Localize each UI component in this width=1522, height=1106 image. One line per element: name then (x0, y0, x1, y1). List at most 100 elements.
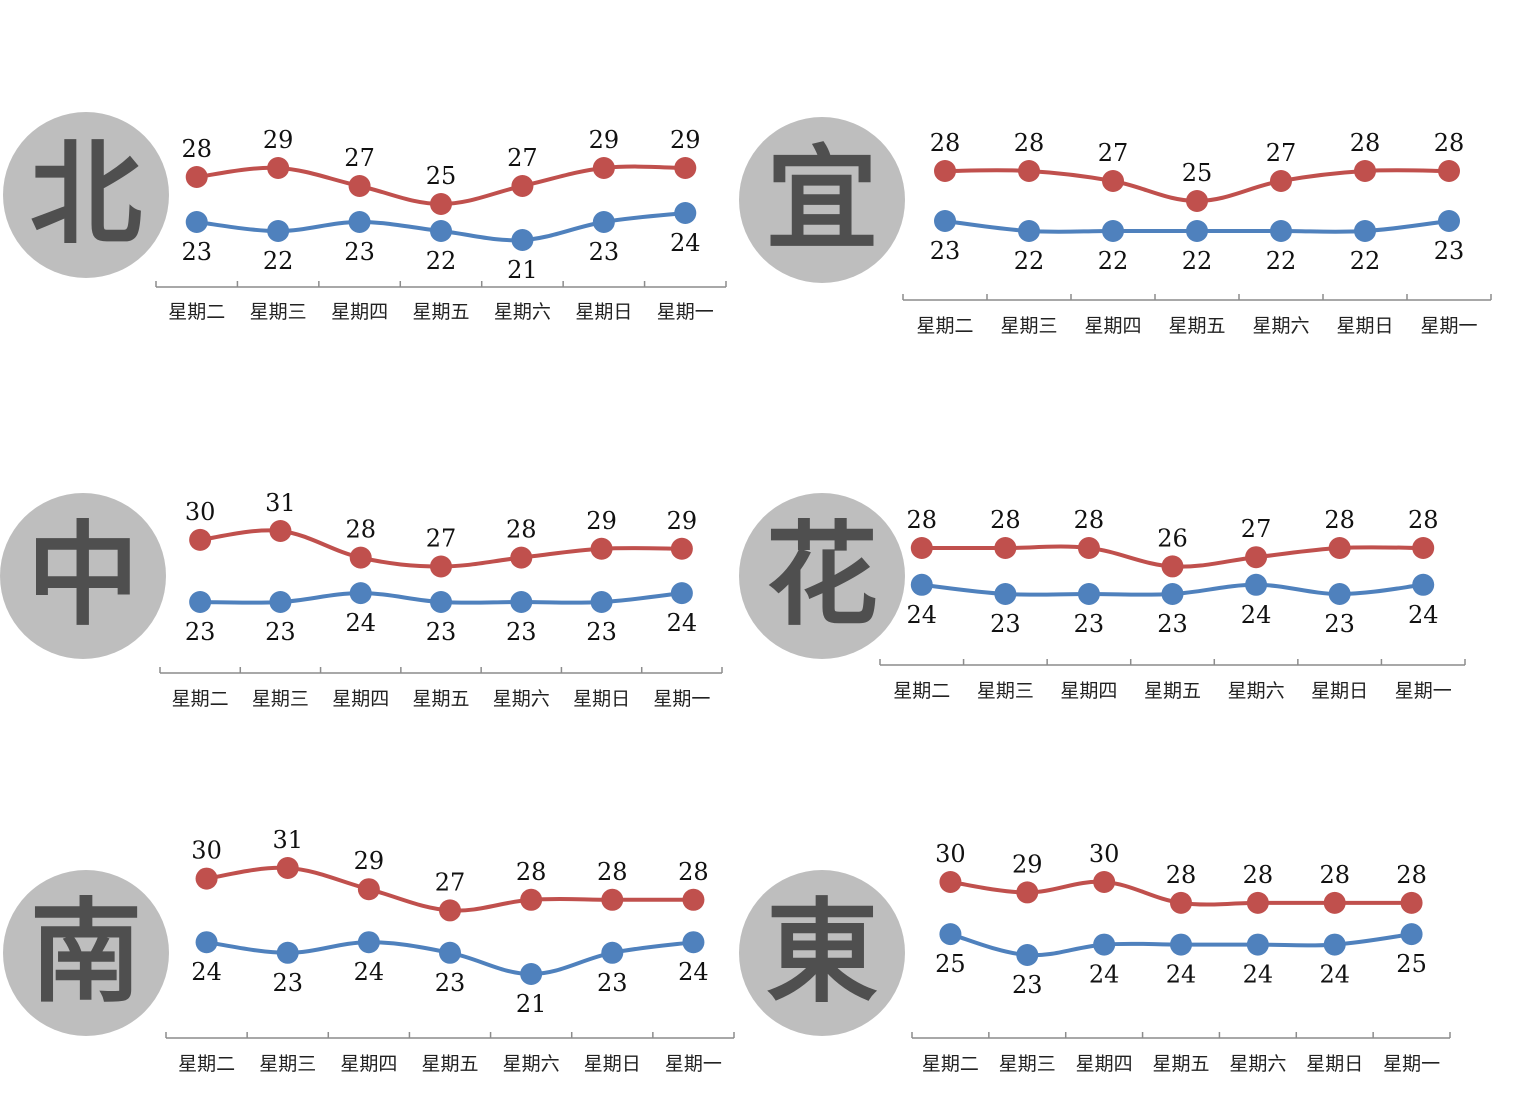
line-chart: 星期二 星期三 星期四 星期五 星期六 星期日 星期一 30 31 29 27 28 28 28 24 23 2… (165, 826, 735, 1075)
high-temp-point (1170, 891, 1192, 914)
high-temp-point (1186, 190, 1208, 212)
high-temp-point (185, 166, 208, 188)
high-temp-point (1354, 160, 1376, 182)
low-temp-label: 23 (344, 238, 375, 266)
x-tick-label: 星期日 (1336, 315, 1393, 337)
high-temp-point (1016, 881, 1039, 904)
low-temp-point (520, 963, 543, 985)
low-temp-label: 24 (1241, 601, 1272, 629)
low-temp-label: 24 (1408, 601, 1439, 629)
low-temp-point (1438, 210, 1460, 232)
low-temp-point (1093, 933, 1116, 956)
high-temp-label: 27 (344, 144, 375, 172)
high-temp-label: 25 (1182, 159, 1213, 187)
low-temp-point (670, 582, 693, 605)
x-tick-label: 星期四 (1076, 1053, 1133, 1075)
high-temp-label: 30 (191, 837, 222, 865)
low-temp-point (510, 591, 533, 613)
low-temp-point (357, 931, 380, 954)
low-temp-label: 22 (1098, 247, 1129, 275)
x-tick-label: 星期二 (922, 1053, 979, 1075)
high-temp-point (430, 193, 452, 215)
low-temp-point (592, 211, 615, 233)
city-badge: 南 (3, 870, 169, 1036)
x-tick-label: 星期一 (1420, 315, 1477, 337)
high-temp-label: 28 (1243, 861, 1274, 889)
low-temp-point (348, 211, 371, 233)
low-temp-point (994, 583, 1017, 605)
low-temp-point (1170, 933, 1192, 956)
high-temp-point (934, 160, 956, 182)
low-temp-label: 22 (1350, 247, 1381, 275)
low-temp-point (1186, 220, 1208, 242)
x-tick-label: 星期一 (657, 301, 714, 323)
low-temp-label: 22 (1014, 247, 1045, 275)
x-tick-label: 星期日 (573, 688, 630, 710)
low-temp-label: 23 (597, 969, 628, 997)
high-temp-point (1018, 160, 1040, 182)
city-label: 中 (27, 511, 139, 641)
high-temp-point (189, 528, 212, 551)
low-temp-point (1270, 220, 1292, 242)
low-temp-label: 24 (1166, 961, 1197, 989)
low-temp-point (349, 582, 372, 605)
low-temp-label: 21 (507, 256, 538, 284)
high-temp-point (1400, 891, 1423, 914)
high-temp-point (430, 555, 452, 578)
high-temp-point (269, 520, 292, 542)
high-temp-label: 28 (907, 506, 938, 534)
high-temp-point (1323, 891, 1346, 914)
low-temp-point (439, 941, 461, 964)
low-temp-label: 23 (426, 618, 457, 646)
low-temp-point (430, 220, 452, 242)
low-temp-point (1018, 220, 1040, 242)
line-chart: 星期二 星期三 星期四 星期五 星期六 星期日 星期一 28 28 28 26 27 28 28 24 23 2… (879, 506, 1466, 702)
low-temp-label: 23 (990, 610, 1021, 638)
x-tick-label: 星期五 (1168, 315, 1225, 337)
city-badge: 花 (739, 493, 905, 659)
low-temp-point (674, 202, 697, 224)
high-temp-point (1093, 871, 1116, 893)
x-tick-label: 星期日 (1306, 1053, 1363, 1075)
low-temp-point (430, 591, 452, 613)
low-temp-label: 23 (265, 618, 296, 646)
low-temp-label: 24 (1319, 961, 1350, 989)
high-temp-label: 29 (586, 507, 617, 535)
city-badge: 宜 (739, 117, 905, 283)
low-temp-label: 24 (667, 609, 698, 637)
x-tick-label: 星期四 (340, 1053, 397, 1075)
x-tick-label: 星期日 (575, 301, 632, 323)
low-temp-point (1161, 583, 1184, 605)
line-chart: 星期二 星期三 星期四 星期五 星期六 星期日 星期一 28 28 27 25 27 28 28 23 22 2… (902, 129, 1492, 337)
x-tick-label: 星期五 (412, 301, 469, 323)
x-tick-label: 星期五 (412, 688, 469, 710)
high-temp-label: 26 (1157, 524, 1188, 552)
low-temp-point (269, 591, 292, 613)
low-temp-label: 21 (516, 990, 547, 1018)
line-chart: 星期二 星期三 星期四 星期五 星期六 星期日 星期一 30 31 28 27 28 29 29 23 23 2… (159, 489, 723, 710)
high-temp-point (511, 175, 534, 197)
high-temp-point (674, 157, 697, 179)
high-temp-point (910, 537, 933, 559)
high-temp-point (1245, 546, 1268, 569)
high-temp-point (1077, 537, 1100, 559)
city-badge: 中 (0, 493, 166, 659)
high-temp-label: 28 (597, 858, 628, 886)
high-temp-label: 28 (1350, 129, 1381, 157)
high-temp-label: 28 (1014, 129, 1045, 157)
high-temp-label: 29 (1012, 850, 1043, 878)
city-label: 花 (766, 511, 878, 641)
low-temp-label: 23 (586, 618, 617, 646)
x-tick-label: 星期一 (653, 688, 710, 710)
high-temp-label: 28 (345, 516, 376, 544)
high-temp-label: 28 (678, 858, 709, 886)
city-label: 東 (766, 888, 878, 1018)
low-temp-point (1102, 220, 1124, 242)
x-tick-label: 星期一 (665, 1053, 722, 1075)
high-temp-point (357, 878, 380, 901)
low-temp-point (1245, 573, 1268, 596)
low-temp-point (934, 210, 956, 232)
high-temp-label: 27 (426, 525, 457, 553)
high-temp-label: 28 (1324, 506, 1355, 534)
